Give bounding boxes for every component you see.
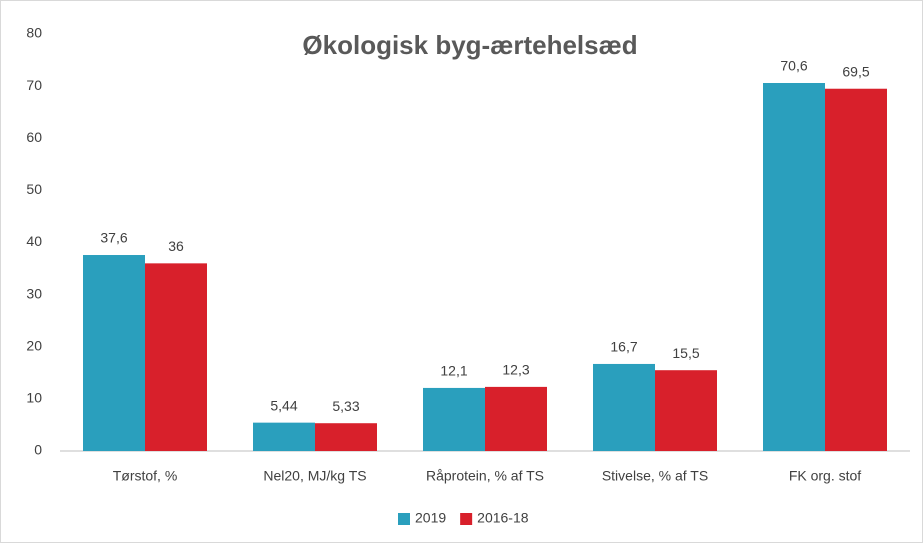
- x-tick-label: Nel20, MJ/kg TS: [263, 468, 366, 484]
- data-label: 15,5: [672, 345, 699, 361]
- bar: [253, 422, 315, 451]
- x-tick-label: Stivelse, % af TS: [602, 468, 708, 484]
- data-label: 5,33: [332, 398, 359, 414]
- y-tick-label: 20: [26, 337, 42, 353]
- y-tick-label: 40: [26, 233, 42, 249]
- data-label: 16,7: [610, 339, 637, 355]
- legend-label: 2019: [415, 510, 446, 526]
- y-tick-label: 0: [34, 442, 42, 458]
- data-label: 12,1: [440, 363, 467, 379]
- x-tick-label: Tørstof, %: [113, 468, 178, 484]
- y-tick-label: 60: [26, 129, 42, 145]
- bar: [485, 386, 547, 451]
- x-tick-label: Råprotein, % af TS: [426, 468, 544, 484]
- bar: [145, 263, 207, 451]
- data-label: 37,6: [100, 230, 127, 246]
- bar: [315, 423, 377, 451]
- y-tick-label: 10: [26, 390, 42, 406]
- y-tick-label: 80: [26, 25, 42, 41]
- legend-swatch: [460, 513, 473, 525]
- bar: [655, 370, 717, 451]
- bar: [83, 255, 145, 451]
- y-tick-label: 70: [26, 77, 42, 93]
- data-label: 69,5: [842, 63, 869, 79]
- data-label: 12,3: [502, 362, 529, 378]
- x-tick-label: FK org. stof: [789, 468, 861, 484]
- y-tick-label: 50: [26, 181, 42, 197]
- bar: [825, 88, 887, 451]
- data-label: 70,6: [780, 58, 807, 74]
- bar: [593, 363, 655, 451]
- bar: [763, 82, 825, 451]
- legend-swatch: [398, 513, 410, 525]
- legend-label: 2016-18: [477, 510, 529, 526]
- data-label: 36: [168, 238, 184, 254]
- bar: [423, 387, 485, 451]
- y-tick-label: 30: [26, 285, 42, 301]
- chart-title: Økologisk byg-ærtehelsæd: [302, 30, 637, 60]
- data-label: 5,44: [270, 397, 297, 413]
